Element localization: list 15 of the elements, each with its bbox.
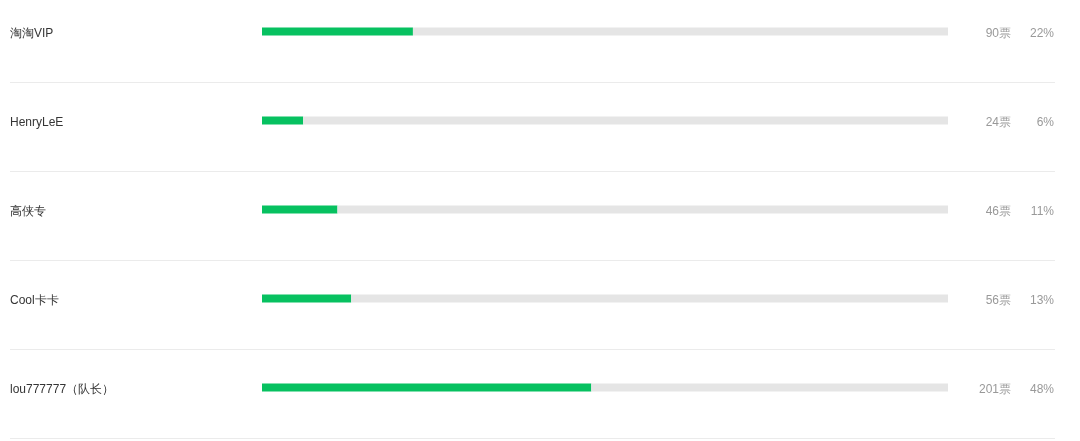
category-label: 淘淘VIP: [10, 25, 54, 40]
annotation: 46票: [985, 203, 1011, 218]
annotation: 24票: [985, 114, 1011, 129]
annotation: 201票: [978, 381, 1011, 396]
category-label: Cool卡卡: [10, 292, 59, 307]
category-label: lou777777（队长）: [10, 381, 115, 396]
value-label: 6%: [1036, 114, 1054, 129]
category-label: 高侠专: [10, 203, 46, 218]
value-label: 48%: [1029, 381, 1054, 396]
value-label: 22%: [1029, 25, 1054, 40]
annotation: 56票: [985, 292, 1011, 307]
value-label: 13%: [1029, 292, 1054, 307]
category-label: HenryLeE: [10, 114, 64, 129]
value-label: 11%: [1030, 203, 1054, 218]
annotation: 90票: [985, 25, 1011, 40]
